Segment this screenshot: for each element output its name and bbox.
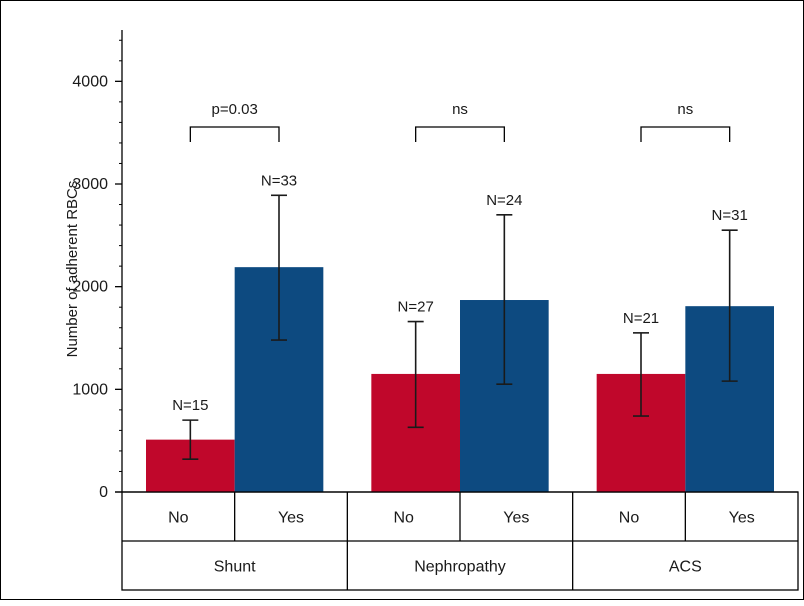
n-label: N=21 bbox=[623, 310, 659, 327]
bars bbox=[146, 267, 774, 492]
significance-bracket bbox=[640, 126, 731, 142]
category-label: No bbox=[619, 510, 640, 527]
significance-label: p=0.03 bbox=[212, 101, 258, 118]
category-label: Yes bbox=[278, 510, 304, 527]
n-label: N=27 bbox=[398, 299, 434, 316]
category-label: Yes bbox=[729, 510, 755, 527]
significance-label: ns bbox=[677, 101, 693, 118]
n-label: N=33 bbox=[261, 172, 297, 189]
y-tick-label: 4000 bbox=[72, 73, 108, 90]
significance-label: ns bbox=[452, 101, 468, 118]
significance-bracket bbox=[415, 126, 505, 142]
y-tick-label: 3000 bbox=[72, 176, 108, 193]
labels: N=15 N=33 p=0.03 N=27 N=24 ns N=21 N=31 ns bbox=[172, 101, 748, 414]
group-label: ACS bbox=[669, 559, 702, 576]
error-bars bbox=[182, 194, 738, 460]
n-label: N=24 bbox=[486, 192, 522, 209]
n-label: N=15 bbox=[172, 397, 208, 414]
group-label: Shunt bbox=[214, 559, 256, 576]
y-tick-label: 2000 bbox=[72, 279, 108, 296]
category-label: No bbox=[393, 510, 414, 527]
y-axis-label: Number of adherent RBCs bbox=[64, 181, 81, 358]
y-tick-label: 1000 bbox=[72, 381, 108, 398]
category-label: No bbox=[168, 510, 189, 527]
group-label: Nephropathy bbox=[414, 559, 506, 576]
y-tick-label: 0 bbox=[99, 484, 108, 501]
category-label: Yes bbox=[503, 510, 529, 527]
n-label: N=31 bbox=[712, 207, 748, 224]
category-table: No Yes Shunt No Yes Nephropathy No Yes ACS bbox=[121, 491, 799, 591]
significance-bracket bbox=[189, 126, 280, 142]
